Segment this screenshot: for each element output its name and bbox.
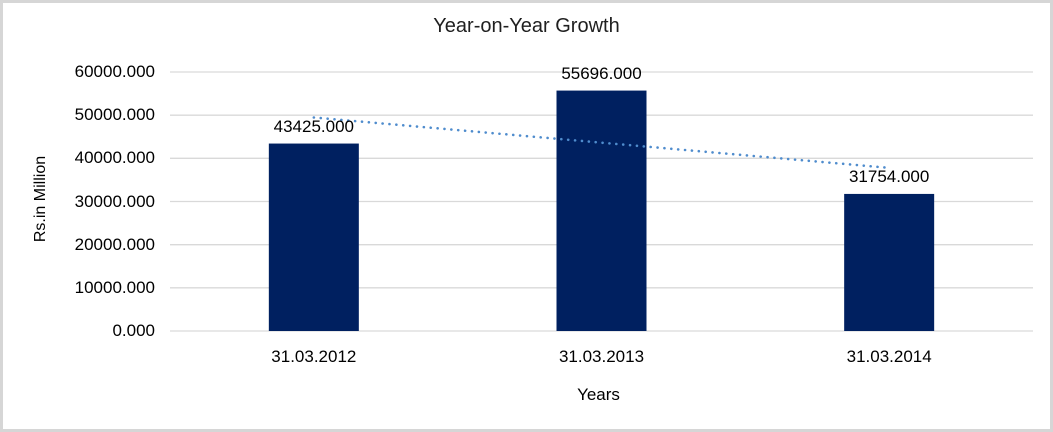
x-category-label: 31.03.2014 <box>846 347 932 366</box>
bar-31.03.2014[interactable] <box>844 193 935 331</box>
y-tick-label: 60000.000 <box>74 62 155 81</box>
y-tick-label: 40000.000 <box>74 148 155 168</box>
x-category-label: 31.03.2012 <box>271 347 357 366</box>
bar-data-label: 43425.000 <box>273 116 355 136</box>
bar-31.03.2012[interactable] <box>268 143 359 331</box>
trendline[interactable] <box>312 116 891 170</box>
bar-data-label: 31754.000 <box>848 166 930 186</box>
y-tick-label: 30000.000 <box>74 191 155 211</box>
y-tick-label: 10000.000 <box>74 277 155 297</box>
bar-31.03.2013[interactable] <box>556 90 647 331</box>
plot-area <box>170 71 1033 332</box>
x-axis-title: Years <box>577 385 620 404</box>
y-tick-label: 50000.000 <box>74 105 155 125</box>
bar-data-label: 55696.000 <box>561 63 642 83</box>
y-tick-label: 20000.000 <box>74 234 155 254</box>
y-tick-label: 0.000 <box>112 321 155 340</box>
chart-title: Year-on-Year Growth <box>433 15 620 37</box>
x-category-label: 31.03.2013 <box>558 347 645 366</box>
